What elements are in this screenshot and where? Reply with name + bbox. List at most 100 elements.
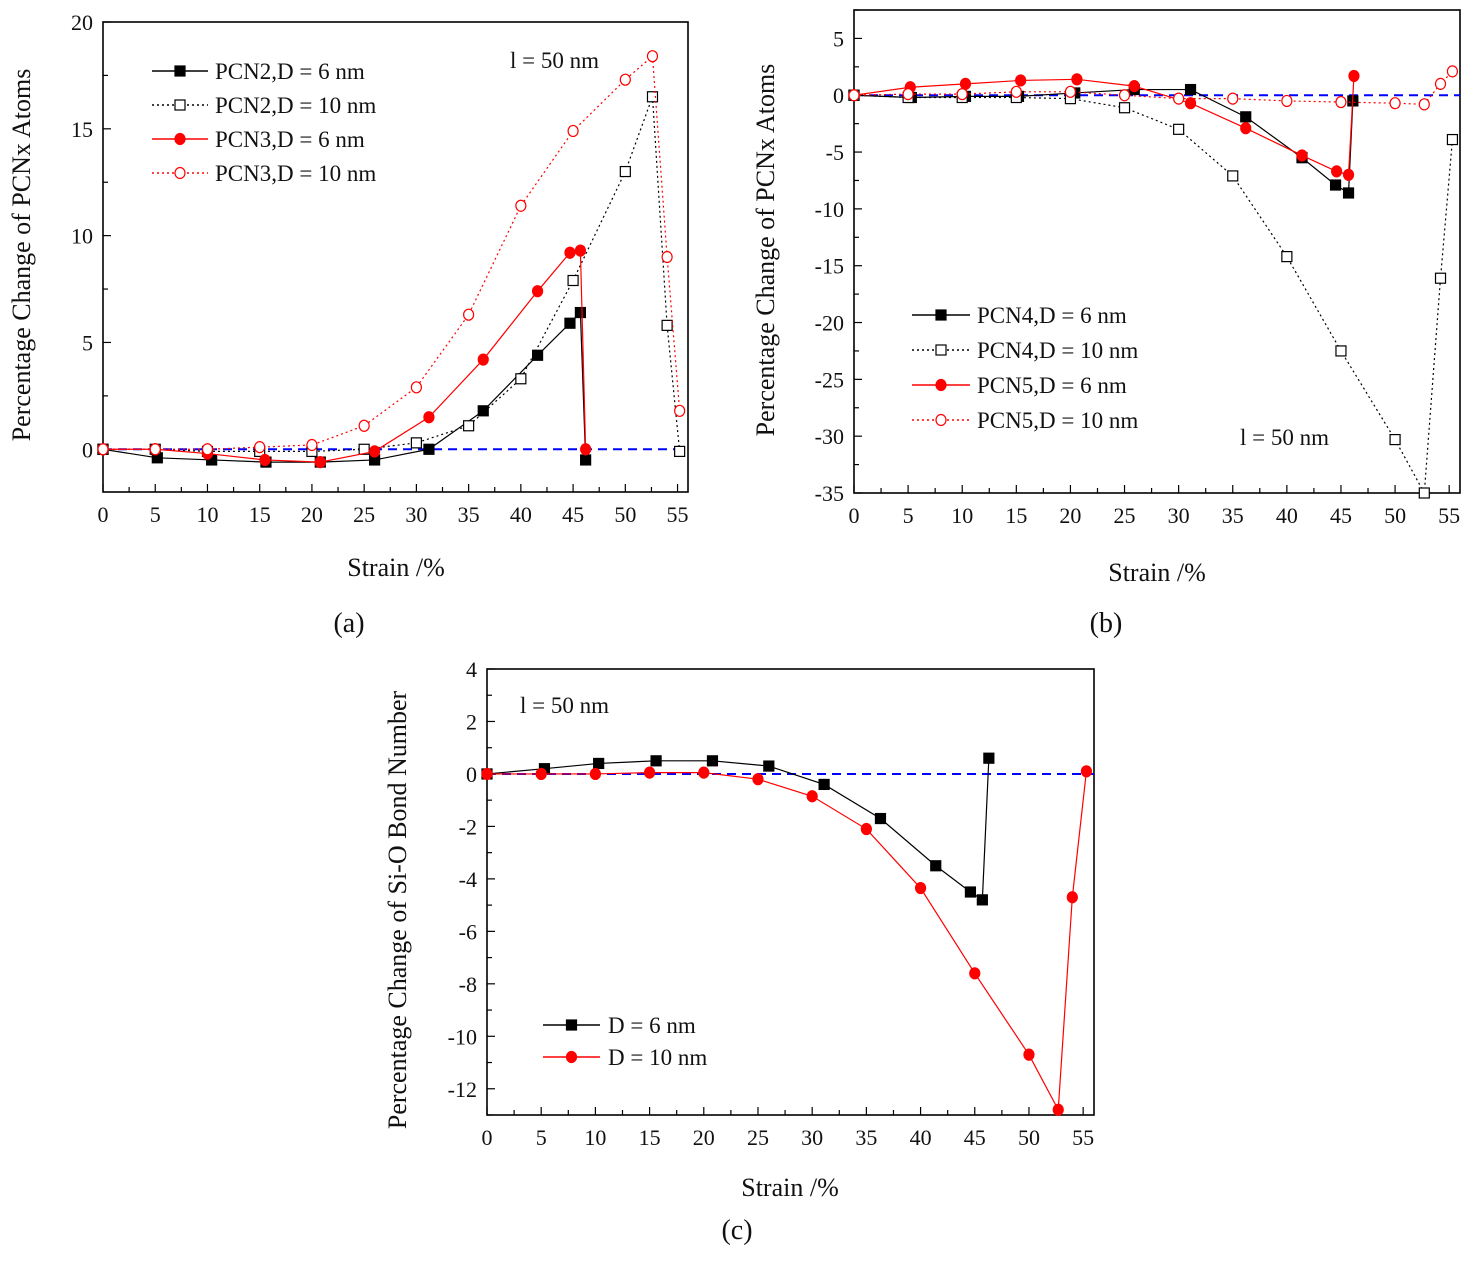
data-point — [410, 437, 422, 449]
data-point — [969, 967, 981, 980]
data-point — [619, 165, 631, 178]
data-point — [1023, 1048, 1035, 1061]
data-point — [818, 778, 830, 791]
series-line — [486, 758, 990, 901]
x-tick-label: 15 — [1005, 503, 1027, 528]
legend-label: PCN5,D = 10 nm — [977, 408, 1138, 433]
data-point — [983, 752, 995, 764]
x-tick-label: 0 — [98, 502, 109, 527]
data-point — [1418, 98, 1430, 111]
series-line — [102, 311, 587, 463]
data-point — [1240, 122, 1252, 135]
data-point — [902, 87, 914, 101]
chart-panel-b: 0 5 10 15 20 25 30 35 40 45 50 5550-5-10-15-20-25-3… — [751, 9, 1461, 639]
annotation: l = 50 nm — [520, 693, 609, 718]
data-point — [477, 405, 489, 417]
data-point — [97, 443, 109, 456]
series-line — [853, 88, 1354, 195]
data-point — [535, 767, 547, 781]
series-pcn2-d-6-nm — [97, 306, 592, 468]
data-point — [1227, 92, 1239, 105]
data-point — [423, 443, 435, 455]
data-point — [1118, 102, 1131, 114]
y-tick-label: -35 — [815, 481, 844, 506]
data-point — [661, 250, 673, 264]
x-tick-label: 55 — [667, 502, 689, 527]
data-point — [593, 757, 605, 770]
data-point — [1184, 97, 1197, 110]
data-point — [752, 773, 764, 786]
x-tick-label: 50 — [1018, 1125, 1040, 1150]
data-point — [580, 443, 592, 456]
data-point — [1240, 111, 1252, 123]
data-point — [515, 199, 527, 212]
y-tick-label: -15 — [815, 254, 844, 279]
x-tick-label: 35 — [855, 1125, 877, 1150]
data-point — [358, 443, 370, 455]
data-point — [564, 317, 576, 329]
legend-marker — [174, 99, 186, 111]
data-point — [674, 404, 686, 417]
y-tick-label: 5 — [82, 330, 93, 355]
data-point — [1015, 74, 1027, 87]
data-point — [201, 443, 214, 456]
data-point — [410, 381, 422, 394]
data-point — [314, 455, 326, 469]
data-point — [1342, 168, 1355, 181]
legend-label: PCN5,D = 6 nm — [977, 373, 1127, 398]
y-tick-label: -2 — [459, 814, 477, 839]
x-tick-label: 45 — [964, 1125, 986, 1150]
data-point — [574, 306, 587, 319]
data-point — [1434, 272, 1447, 284]
legend-marker — [935, 344, 947, 356]
data-point — [149, 443, 161, 456]
data-point — [254, 441, 266, 454]
data-point — [369, 445, 381, 458]
data-point — [698, 766, 710, 779]
legend-marker — [174, 65, 186, 77]
data-point — [661, 319, 673, 331]
x-tick-label: 55 — [1072, 1125, 1094, 1150]
data-point — [580, 454, 592, 466]
data-point — [1227, 170, 1239, 182]
legend-marker — [565, 1019, 578, 1031]
x-tick-label: 15 — [249, 502, 271, 527]
y-tick-label: -6 — [459, 919, 477, 944]
x-tick-label: 30 — [405, 502, 427, 527]
data-point — [564, 246, 576, 259]
data-point — [1335, 345, 1347, 357]
x-tick-label: 25 — [1114, 503, 1136, 528]
x-tick-label: 0 — [849, 503, 860, 528]
series-pcn3-d-6-nm — [97, 244, 592, 469]
data-point — [1329, 179, 1342, 191]
y-tick-label: 4 — [466, 657, 477, 682]
data-point — [646, 50, 659, 63]
x-tick-label: 20 — [1059, 503, 1081, 528]
annotation: l = 50 nm — [1240, 425, 1329, 450]
y-tick-label: 0 — [466, 762, 477, 787]
y-tick-label: -4 — [459, 867, 477, 892]
series-pcn4-d-10-nm — [848, 89, 1459, 499]
data-point — [1389, 433, 1401, 446]
x-tick-label: 40 — [510, 502, 532, 527]
x-tick-label: 35 — [458, 502, 480, 527]
data-point — [1128, 80, 1140, 93]
data-point — [674, 445, 686, 458]
legend-label: PCN4,D = 6 nm — [977, 303, 1127, 328]
x-tick-label: 10 — [584, 1125, 606, 1150]
x-axis-label: Strain /% — [1108, 558, 1206, 587]
data-point — [964, 886, 977, 898]
data-point — [1173, 123, 1185, 135]
data-point — [650, 755, 662, 767]
plot-frame — [486, 668, 1095, 1116]
data-point — [574, 244, 587, 257]
legend-marker — [565, 1050, 578, 1064]
data-point — [463, 308, 475, 321]
data-point — [1064, 85, 1077, 98]
series-pcn2-d-10-nm — [97, 91, 686, 458]
data-point — [481, 767, 493, 781]
data-point — [874, 812, 887, 825]
data-point — [806, 790, 818, 803]
data-point — [646, 91, 659, 103]
